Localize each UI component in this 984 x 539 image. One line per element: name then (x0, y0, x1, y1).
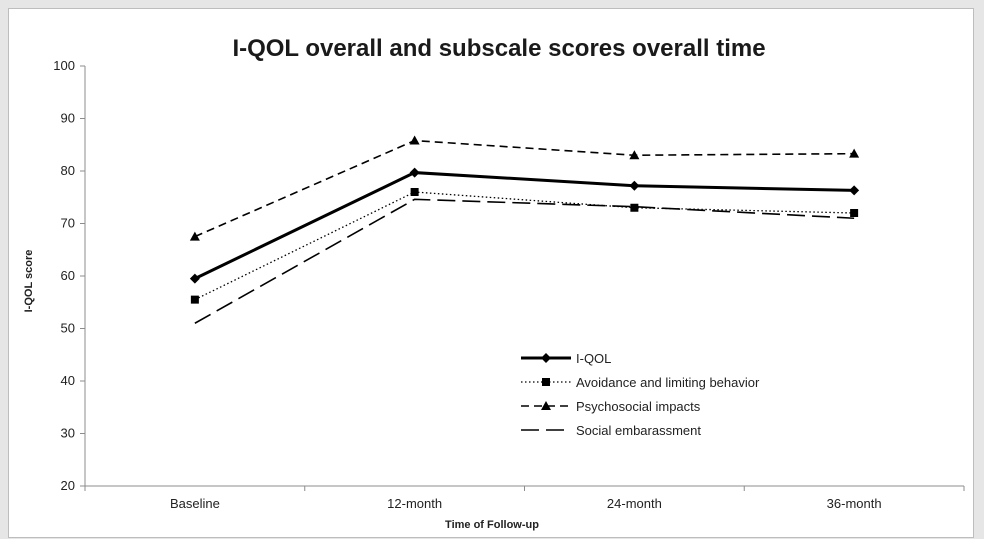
series-line (194, 198, 855, 324)
y-tick-label: 40 (61, 373, 75, 388)
y-tick-label: 100 (53, 58, 75, 73)
x-axis-ticks: Baseline 12-month 24-month 36-month (84, 486, 965, 511)
data-point (541, 401, 551, 410)
legend-label: Social embarassment (576, 423, 701, 438)
line-chart: I-QOL overall and subscale scores overal… (23, 35, 965, 531)
data-point (849, 148, 860, 158)
y-tick-label: 20 (61, 478, 75, 493)
series-avoidance-and-limiting-behavior (190, 188, 859, 304)
data-point (629, 150, 640, 160)
legend-item: I-QOL (521, 351, 611, 366)
legend: I-QOL Avoidance and limiting behavior Psyc… (521, 351, 760, 438)
y-tick-label: 60 (61, 268, 75, 283)
series-i-qol (189, 167, 860, 284)
y-axis-ticks: 20 30 40 50 60 70 80 90 100 (53, 58, 85, 493)
legend-label: Avoidance and limiting behavior (576, 375, 760, 390)
data-point (849, 185, 860, 196)
series-line (194, 171, 855, 280)
data-point (409, 167, 420, 178)
data-point (541, 353, 551, 363)
y-tick-label: 80 (61, 163, 75, 178)
data-point (409, 135, 420, 145)
legend-item: Psychosocial impacts (521, 399, 701, 414)
y-tick-label: 90 (61, 111, 75, 126)
chart-title: I-QOL overall and subscale scores overal… (232, 35, 765, 62)
y-tick-label: 50 (61, 321, 75, 336)
series-line (194, 191, 855, 301)
data-point (850, 209, 859, 217)
legend-item: Social embarassment (521, 423, 701, 438)
axes (84, 66, 964, 487)
y-tick-label: 70 (61, 216, 75, 231)
data-point (542, 378, 550, 386)
y-tick-label: 30 (61, 426, 75, 441)
series-line (194, 139, 855, 238)
data-point (629, 180, 640, 191)
x-tick-label: Baseline (170, 496, 220, 511)
data-point (189, 231, 200, 241)
x-tick-label: 12-month (387, 496, 442, 511)
data-point (189, 273, 200, 284)
data-point (190, 295, 199, 304)
series-psychosocial-impacts (189, 135, 860, 241)
y-axis-title: I-QOL score (23, 250, 35, 313)
x-axis-title: Time of Follow-up (445, 519, 539, 531)
x-tick-label: 24-month (607, 496, 662, 511)
legend-label: Psychosocial impacts (576, 399, 701, 414)
data-point (630, 203, 639, 212)
series-social-embarassment (194, 198, 855, 324)
x-tick-label: 36-month (827, 496, 882, 511)
legend-label: I-QOL (576, 351, 611, 366)
legend-item: Avoidance and limiting behavior (521, 375, 760, 390)
series-layer (189, 135, 860, 324)
data-point (410, 188, 419, 196)
chart-frame: I-QOL overall and subscale scores overal… (8, 8, 974, 538)
